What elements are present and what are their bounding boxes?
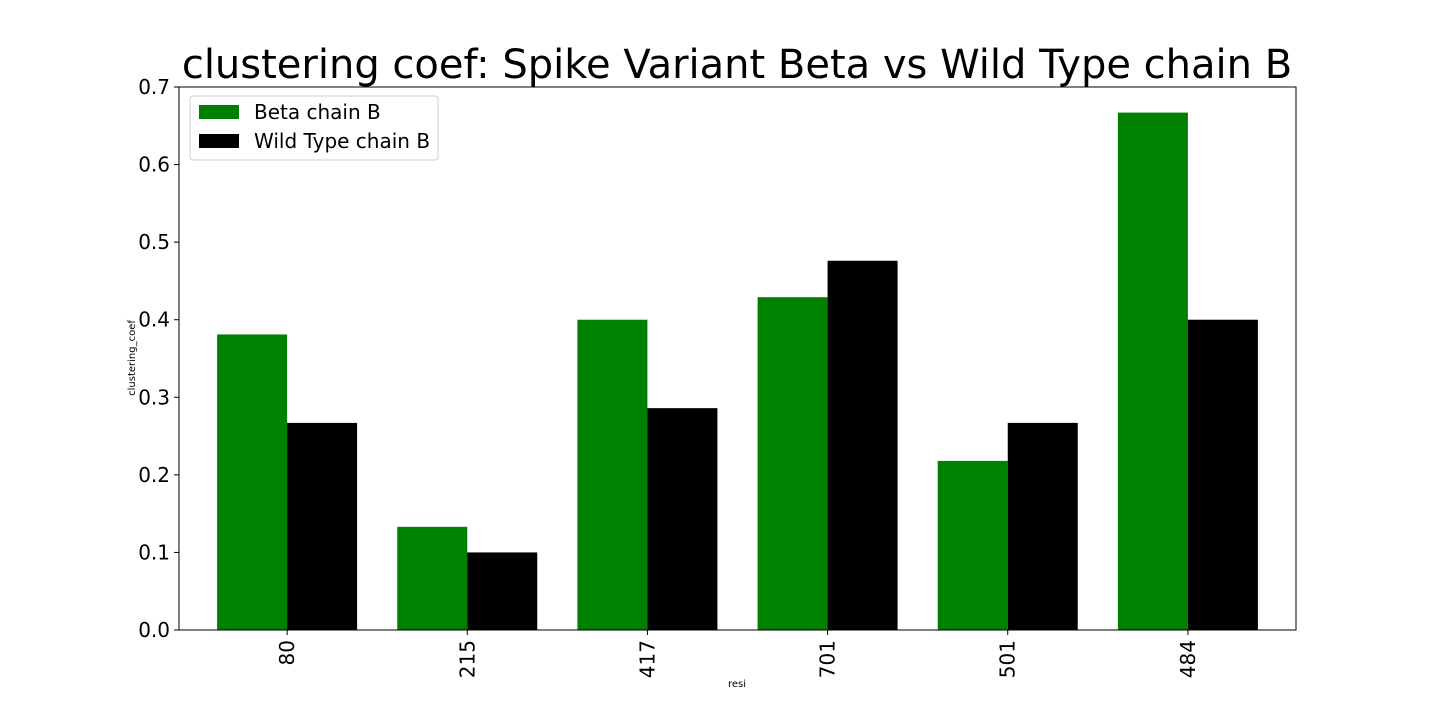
bar-wild-type-chain-b-80 (287, 422, 358, 630)
y-tick-label: 0.0 (138, 618, 170, 642)
bar-wild-type-chain-b-417 (647, 408, 718, 630)
bar-wild-type-chain-b-701 (827, 260, 898, 630)
bar-beta-chain-b-484 (1117, 112, 1188, 630)
x-axis: 80 215 417 701 501 484 (275, 630, 1200, 678)
plot-frame (178, 86, 1297, 631)
x-tick-label: 484 (1176, 640, 1200, 678)
legend-swatch-wild-type-chain-b (199, 134, 239, 148)
bar-beta-chain-b-80 (217, 334, 288, 630)
y-tick-label: 0.4 (138, 308, 170, 332)
x-axis-label: resi (728, 679, 746, 690)
x-tick-label: 701 (816, 640, 840, 678)
y-tick-label: 0.7 (138, 75, 170, 99)
legend-swatch-beta-chain-b (199, 105, 239, 119)
bar-wild-type-chain-b-215 (467, 552, 538, 630)
bar-beta-chain-b-215 (397, 526, 468, 630)
x-tick-label: 417 (635, 640, 659, 678)
legend: Beta chain B Wild Type chain B (189, 95, 439, 161)
y-tick-label: 0.2 (138, 463, 170, 487)
y-tick-label: 0.3 (138, 385, 170, 409)
bar-beta-chain-b-501 (937, 460, 1008, 630)
x-tick-label: 501 (996, 640, 1020, 678)
bar-wild-type-chain-b-484 (1187, 319, 1258, 630)
bar-beta-chain-b-701 (757, 297, 828, 630)
y-axis: 0.0 0.1 0.2 0.3 0.4 0.5 0.6 0.7 (138, 75, 179, 642)
legend-label-wild-type-chain-b: Wild Type chain B (254, 129, 430, 153)
y-tick-label: 0.5 (138, 230, 170, 254)
legend-box (189, 95, 439, 161)
y-tick-label: 0.1 (138, 540, 170, 564)
bar-beta-chain-b-417 (577, 319, 648, 630)
bar-wild-type-chain-b-501 (1007, 422, 1078, 630)
legend-label-beta-chain-b: Beta chain B (254, 100, 381, 124)
x-tick-label: 80 (275, 640, 299, 665)
x-tick-label: 215 (455, 640, 479, 678)
plot-area (217, 112, 1258, 630)
chart-title: clustering coef: Spike Variant Beta vs W… (182, 42, 1292, 88)
y-tick-label: 0.6 (138, 153, 170, 177)
y-axis-label: clustering_coef (127, 320, 138, 396)
